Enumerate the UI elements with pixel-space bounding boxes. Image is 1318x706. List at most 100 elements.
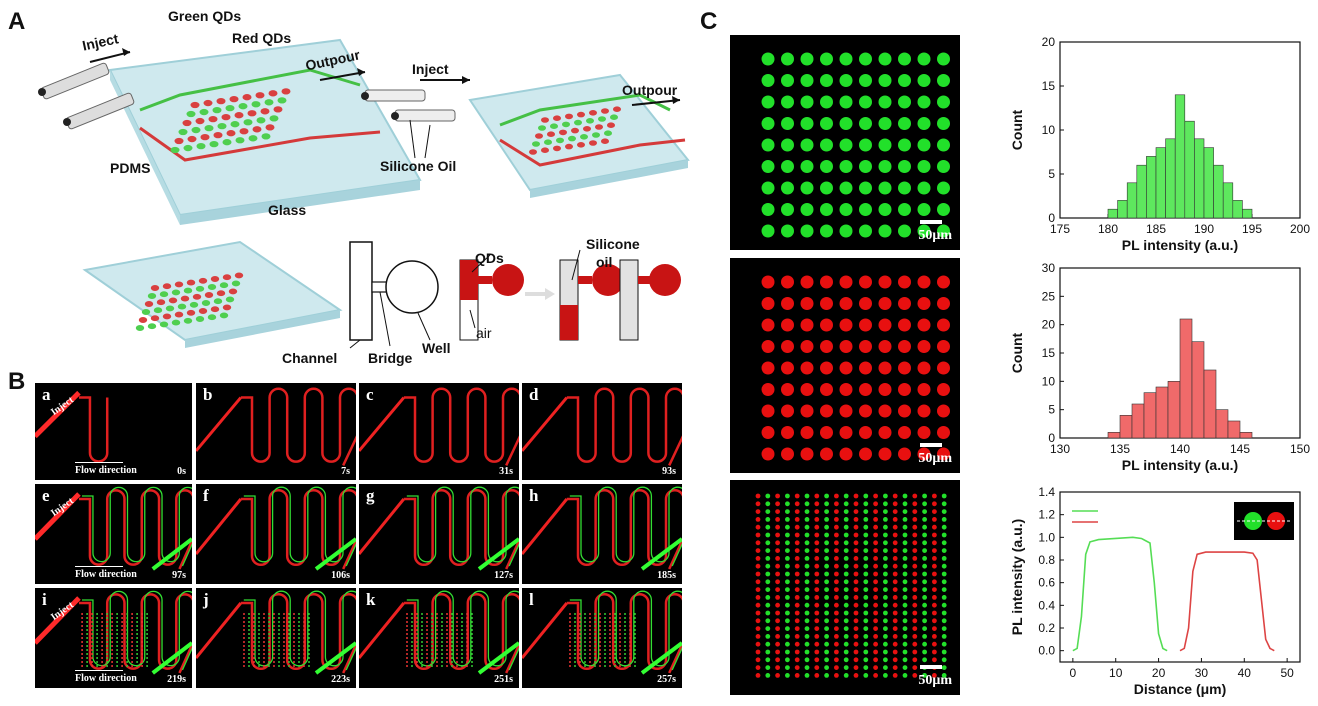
- qd-dot: [898, 52, 911, 66]
- y-tick-label: 25: [1042, 289, 1056, 303]
- qd-dot: [839, 203, 853, 216]
- qd-dot: [839, 383, 853, 396]
- chip-well-dot: [153, 307, 163, 314]
- histogram-bar: [1107, 208, 1118, 219]
- qd-dot: [824, 532, 829, 538]
- qd-dot: [937, 160, 950, 173]
- tile-time: 106s: [331, 570, 350, 581]
- qd-dot: [785, 618, 790, 624]
- qd-dot: [804, 634, 810, 639]
- qd-dot: [785, 634, 790, 639]
- green-qds-label: Green QDs: [168, 8, 242, 24]
- qd-dot: [814, 641, 820, 647]
- chip-well-dot: [183, 144, 193, 152]
- qd-dot: [859, 275, 872, 289]
- qd-dot: [932, 641, 937, 647]
- chip-well-dot: [162, 283, 172, 290]
- y-tick-label: 0.8: [1038, 553, 1055, 567]
- qd-dot: [883, 540, 888, 546]
- qd-dot: [912, 493, 918, 499]
- qd-dot: [878, 361, 892, 375]
- qd-dot: [883, 571, 888, 577]
- chip-well-dot: [171, 319, 181, 326]
- qd-dot: [883, 532, 888, 538]
- qd-dot: [814, 673, 820, 678]
- chip-well-dot: [601, 108, 609, 114]
- qd-dot: [863, 626, 869, 631]
- qd-dot: [761, 117, 775, 130]
- qd-dot: [765, 540, 771, 546]
- qd-dot: [917, 224, 931, 238]
- qd-dot: [892, 509, 898, 514]
- qd-dot: [853, 509, 859, 514]
- qd-dot: [912, 618, 918, 624]
- qd-dot: [912, 548, 918, 553]
- qd-dot: [902, 634, 908, 639]
- histogram-bar: [1107, 432, 1121, 439]
- qd-dot: [941, 649, 947, 655]
- qd-dot: [922, 602, 927, 608]
- chip-well-dot: [255, 92, 265, 99]
- qd-dot: [937, 275, 950, 289]
- qd-dot: [843, 493, 849, 499]
- channel-image: [35, 486, 192, 571]
- qd-dot: [859, 117, 872, 130]
- x-axis-label: Distance (μm): [1134, 681, 1227, 697]
- outpour-label-2: Outpour: [622, 82, 678, 98]
- qd-dot: [755, 571, 761, 577]
- qd-dot: [937, 181, 950, 195]
- chip-well-dot: [144, 301, 154, 307]
- qd-dot: [775, 673, 780, 678]
- qd-dot: [814, 556, 820, 561]
- qd-dot: [781, 181, 794, 195]
- qd-dot: [834, 657, 839, 663]
- histogram-bar: [1215, 409, 1229, 439]
- qd-dot: [941, 493, 947, 499]
- qd-dot: [941, 517, 947, 522]
- qd-dot: [761, 447, 775, 461]
- qd-dot: [824, 649, 829, 655]
- channel-image: [196, 486, 356, 571]
- chip-well-dot: [541, 147, 549, 153]
- qd-dot: [775, 571, 780, 577]
- time-lapse-tile-e: e 97s Inject Flow direction: [35, 484, 192, 584]
- chip-well-dot: [565, 113, 573, 120]
- qd-dot: [785, 587, 790, 592]
- qd-dot: [794, 493, 800, 499]
- qd-dot: [781, 95, 794, 109]
- chip-well-dot: [165, 305, 175, 312]
- chip-well-dot: [198, 308, 208, 314]
- qd-dot: [932, 602, 937, 608]
- chip-well-dot: [553, 145, 561, 152]
- x-tick-label: 200: [1290, 222, 1310, 236]
- qd-dot: [839, 181, 853, 195]
- qd-dot: [863, 571, 869, 577]
- chip-well-dot: [147, 293, 157, 299]
- histogram-bar: [1184, 120, 1195, 219]
- chip-well-dot: [589, 140, 597, 146]
- panel-letter-b: B: [8, 368, 26, 395]
- qd-dot: [755, 641, 761, 647]
- qd-dot: [824, 548, 829, 553]
- qd-dot: [922, 571, 927, 577]
- line-profile: 0 10 20 30 40 50 0.0 0.2 0.4 0.6 0.8 1.0 1.2 1.4 Dista…: [1009, 485, 1301, 697]
- tile-letter: d: [529, 385, 539, 404]
- x-tick-label: 135: [1110, 442, 1130, 456]
- qd-dot: [932, 626, 937, 631]
- histogram-bar: [1119, 415, 1133, 439]
- qd-dot: [932, 673, 937, 678]
- chip-well-dot: [209, 141, 219, 148]
- qd-dot: [781, 138, 794, 152]
- qd-dot: [785, 571, 790, 577]
- qd-dot: [794, 571, 800, 577]
- tile-time: 7s: [341, 466, 350, 477]
- chip-well-dot: [162, 313, 172, 320]
- qd-dot: [932, 501, 937, 507]
- histogram-bar: [1203, 147, 1214, 219]
- qd-dot: [863, 524, 869, 530]
- qd-dot: [814, 540, 820, 546]
- panel-letter-a: A: [8, 8, 26, 35]
- qd-dot: [775, 626, 780, 631]
- qd-dot: [912, 665, 918, 670]
- qd-dot: [917, 203, 931, 216]
